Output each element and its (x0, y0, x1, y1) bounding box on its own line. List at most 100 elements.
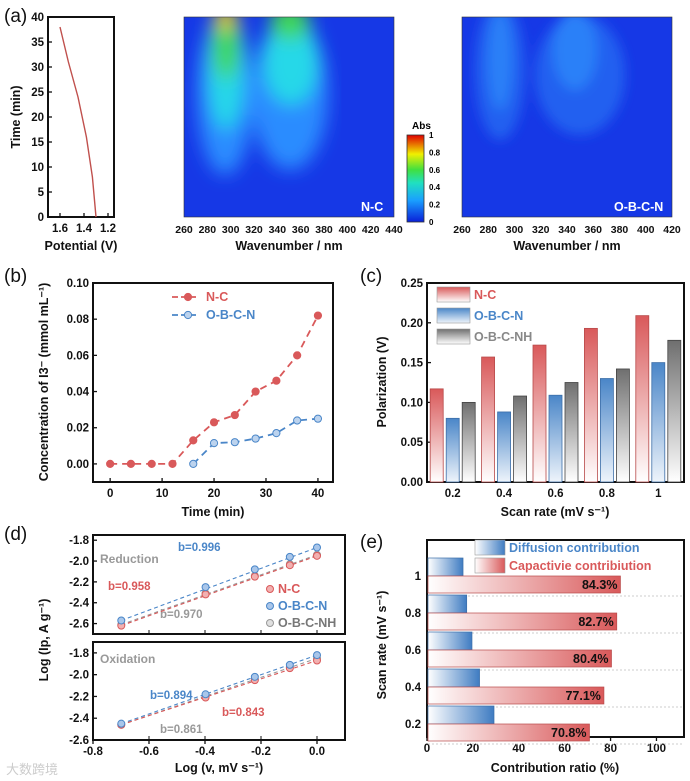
legend-swatch (474, 557, 506, 574)
legend-marker (266, 619, 274, 627)
legend-marker (183, 292, 193, 302)
legend-label: O-B-C-N (278, 599, 327, 613)
data-point (189, 459, 198, 469)
bar-o-b-c-nh (461, 401, 476, 483)
slope-label: b=0.843 (222, 707, 265, 719)
y-axis-title: Scan rate (mV s⁻¹) (375, 591, 389, 700)
bar-capacitive (427, 575, 621, 594)
bar-o-b-c-n (600, 378, 614, 483)
slope-label: b=0.894 (150, 690, 193, 702)
y-tick-label: -2.0 (69, 556, 89, 568)
y-tick-label: 0.15 (401, 358, 424, 370)
y-tick-label: 0.00 (67, 459, 89, 471)
data-point (209, 439, 219, 448)
y-tick-label: 10 (31, 162, 44, 174)
y-axis-title: Time (min) (9, 86, 23, 149)
potential-plot-frame (47, 16, 115, 218)
legend-swatch (436, 286, 471, 303)
bar-diffusion (427, 668, 480, 688)
data-point (285, 552, 294, 561)
y-tick-label: -2.4 (69, 598, 89, 610)
data-point (251, 434, 260, 443)
legend-label: O-B-C-N (474, 309, 523, 323)
x-tick-label: 1.6 (52, 223, 68, 235)
y-tick-label: 0.20 (401, 318, 423, 330)
x-tick-label: 400 (339, 224, 357, 236)
x-tick-label: -0.8 (83, 746, 103, 758)
x-axis-title: Scan rate (mV s⁻¹) (501, 505, 610, 519)
colorbar-tick-label: 0.2 (429, 201, 441, 210)
data-point (201, 690, 210, 699)
bar-n-c (532, 344, 547, 483)
x-tick-label: 40 (312, 488, 325, 500)
x-tick-label: 280 (479, 224, 497, 236)
x-tick-label: 0.8 (599, 488, 616, 500)
y-tick-label: 0.05 (401, 437, 424, 449)
subplot-title: Reduction (100, 552, 159, 566)
y-tick-label: 0.2 (405, 719, 421, 731)
data-point (250, 672, 259, 681)
data-point (250, 572, 259, 581)
x-tick-label: 0.0 (309, 746, 325, 758)
x-tick-label: 420 (362, 224, 380, 236)
data-point (272, 376, 281, 385)
slope-label: b=0.996 (178, 542, 221, 554)
y-tick-label: -2.2 (69, 691, 89, 703)
bar-capacitive (427, 649, 612, 668)
data-point (285, 561, 294, 570)
x-tick-label: 300 (506, 224, 524, 236)
panel-label: (a) (4, 6, 27, 27)
x-tick-label: 100 (647, 743, 666, 755)
y-tick-label: -2.0 (69, 670, 89, 682)
plot-d-reduction-frame (92, 534, 346, 635)
colorbar: Abs 0 0.2 0.4 0.6 0.8 1 (406, 121, 441, 227)
y-tick-label: 0.06 (67, 350, 89, 362)
bar-o-b-c-n (651, 362, 666, 483)
slope-label: b=0.861 (160, 724, 203, 736)
bar-o-b-c-n (445, 417, 460, 483)
y-tick-label: 25 (31, 87, 44, 99)
y-tick-label: -2.4 (69, 713, 89, 725)
bar-value-label: 77.1% (565, 689, 600, 703)
x-tick-label: 280 (199, 224, 217, 236)
potential-curve (59, 26, 97, 218)
heatmap-obcn (462, 17, 672, 217)
data-point (201, 590, 210, 599)
x-tick-label: -0.2 (251, 746, 271, 758)
bar-value-label: 84.3% (582, 578, 617, 592)
x-tick-label: 40 (512, 743, 525, 755)
x-axis-title: Contribution ratio (%) (491, 761, 619, 775)
x-axis-title: Wavenumber / nm (235, 239, 342, 253)
y-tick-label: 0.6 (405, 645, 421, 657)
y-tick-label: -1.8 (69, 535, 89, 547)
x-tick-label: 0.4 (496, 488, 513, 500)
legend-marker (266, 585, 274, 593)
bar-n-c (481, 356, 496, 483)
bar-o-b-c-nh (667, 339, 682, 483)
heatmap-nc (184, 17, 394, 217)
y-tick-label: -1.8 (69, 648, 89, 660)
x-tick-label: 440 (385, 224, 403, 236)
heatmap-frame (461, 16, 673, 218)
x-tick-label: 320 (245, 224, 263, 236)
bar-value-label: 70.8% (551, 726, 586, 740)
data-point (285, 660, 294, 669)
slope-label: b=0.958 (108, 581, 151, 593)
x-tick-label: 400 (637, 224, 655, 236)
y-tick-label: 35 (31, 37, 44, 49)
heatmap-frame (183, 16, 395, 218)
legend-marker (183, 310, 193, 320)
data-point (117, 616, 126, 625)
x-tick-label: 60 (558, 743, 571, 755)
x-tick-label: 0 (107, 488, 113, 500)
data-point (230, 410, 239, 420)
watermark: 大数跨境 (6, 762, 58, 777)
x-tick-label: 420 (663, 224, 681, 236)
data-point (106, 459, 115, 469)
data-point (293, 351, 302, 360)
data-point (117, 719, 126, 728)
x-tick-label: -0.4 (195, 746, 215, 758)
subplot-title: Oxidation (100, 652, 155, 666)
y-tick-label: 1 (415, 571, 422, 583)
legend-label: N-C (278, 582, 300, 596)
